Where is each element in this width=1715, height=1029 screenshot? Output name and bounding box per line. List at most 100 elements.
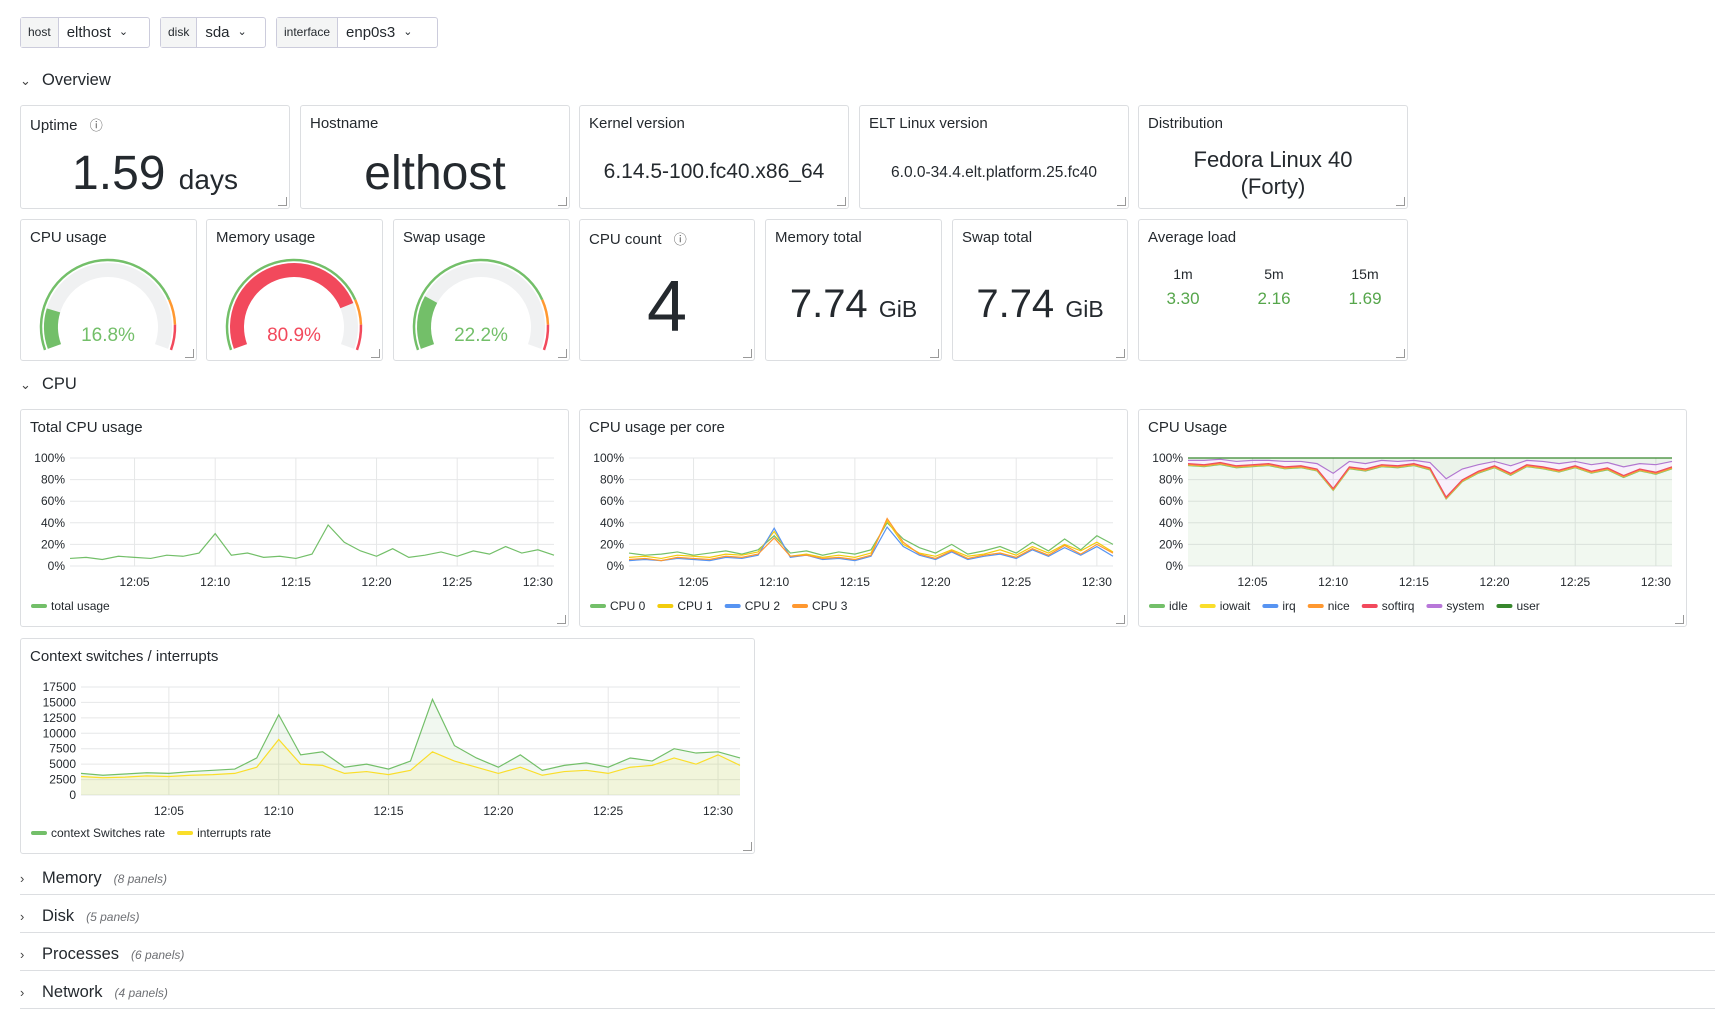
stat-value: elthost xyxy=(364,147,506,200)
title-text: Uptime xyxy=(30,117,78,134)
load-value: 2.16 xyxy=(1257,289,1291,308)
x-tick-label: 12:20 xyxy=(1480,575,1510,589)
variable-host[interactable]: host elthost ⌄ xyxy=(20,17,150,48)
x-tick-label: 12:10 xyxy=(264,804,294,818)
y-tick-label: 20% xyxy=(600,537,624,551)
row-note: (6 panels) xyxy=(131,948,185,962)
series-line xyxy=(1187,461,1673,499)
series-line xyxy=(1188,458,1673,480)
resize-handle[interactable] xyxy=(837,197,846,206)
row-header[interactable]: ⌄ CPU xyxy=(20,375,77,394)
resize-handle[interactable] xyxy=(743,349,752,358)
stat: 7.74 GiB xyxy=(766,282,941,327)
x-tick-label: 12:05 xyxy=(120,575,150,589)
stat-unit: GiB xyxy=(878,296,918,322)
dropdown-arrow: ⌄ xyxy=(237,26,247,38)
resize-handle[interactable] xyxy=(557,615,566,624)
stat: 1.59 days xyxy=(21,146,289,201)
y-tick-label: 80% xyxy=(1159,473,1183,487)
gauge-value xyxy=(417,296,438,349)
panel-title: Context switches / interrupts xyxy=(30,648,219,665)
panel-title: Total CPU usage xyxy=(30,419,143,436)
x-tick-label: 12:05 xyxy=(154,804,184,818)
info-icon[interactable]: ⓘ xyxy=(89,118,103,133)
panel: Uptime ⓘ 1.59 days xyxy=(20,105,290,209)
load-label: 15m xyxy=(1351,266,1379,282)
panel-title: Distribution xyxy=(1148,115,1224,132)
legend-label: iowait xyxy=(1220,599,1251,613)
x-tick-label: 12:30 xyxy=(1641,575,1671,589)
gauge-threshold xyxy=(225,258,357,351)
resize-handle[interactable] xyxy=(930,349,939,358)
resize-handle[interactable] xyxy=(278,197,287,206)
x-tick-label: 12:15 xyxy=(281,575,311,589)
panel: Memory total 7.74 GiB xyxy=(765,219,942,361)
x-tick-label: 12:25 xyxy=(593,804,623,818)
gauge-threshold xyxy=(412,258,544,351)
row-header[interactable]: › Network (4 panels) xyxy=(20,983,168,1002)
resize-handle[interactable] xyxy=(743,842,752,851)
panel-title: Swap usage xyxy=(403,229,486,246)
row-note: (4 panels) xyxy=(114,986,168,1000)
chevron: › xyxy=(20,947,25,962)
panel: CPU count ⓘ 4 xyxy=(579,219,755,361)
y-tick-label: 80% xyxy=(600,473,624,487)
series-line xyxy=(80,738,741,779)
stat-value: 6.0.0-34.4.elt.platform.25.fc40 xyxy=(891,164,1097,181)
row-title: Processes xyxy=(42,945,120,963)
stat-unit: days xyxy=(178,164,238,195)
resize-handle[interactable] xyxy=(1396,349,1405,358)
row-title: CPU xyxy=(42,375,77,393)
chart: 0% 20% 40% 60% 80% 100% 12:05 12:10 12:15 12:20 12… xyxy=(31,451,555,613)
info-icon[interactable]: ⓘ xyxy=(673,232,687,247)
resize-handle[interactable] xyxy=(1116,615,1125,624)
x-tick-label: 12:25 xyxy=(442,575,472,589)
variable-label: host xyxy=(21,18,59,47)
resize-handle[interactable] xyxy=(185,349,194,358)
resize-handle[interactable] xyxy=(558,197,567,206)
row-note: (5 panels) xyxy=(86,910,140,924)
legend-label: nice xyxy=(1328,599,1350,613)
row-header[interactable]: › Processes (6 panels) xyxy=(20,945,184,964)
resize-handle[interactable] xyxy=(1117,197,1126,206)
row-note: (8 panels) xyxy=(113,872,167,886)
resize-handle[interactable] xyxy=(371,349,380,358)
resize-handle[interactable] xyxy=(1116,349,1125,358)
variable-value: enp0s3 xyxy=(346,24,396,41)
legend-label: CPU 3 xyxy=(812,599,848,613)
gauge: 22.2% xyxy=(412,258,550,351)
gauge-threshold xyxy=(169,324,177,351)
y-tick-label: 5000 xyxy=(49,757,76,771)
x-tick-label: 12:25 xyxy=(1001,575,1031,589)
panel-title: CPU count ⓘ xyxy=(589,229,687,248)
chevron: › xyxy=(20,871,25,886)
dropdown-arrow: ⌄ xyxy=(118,26,129,38)
legend-label: softirq xyxy=(1382,599,1415,613)
row-separator xyxy=(20,1008,1715,1009)
stat-value: 1.59 xyxy=(72,147,166,200)
resize-handle[interactable] xyxy=(1675,615,1684,624)
x-tick-label: 12:20 xyxy=(921,575,951,589)
panel: CPU Usage 0% 20% 40% 60% 80% 100% 12:05 12:10 12:… xyxy=(1138,409,1687,627)
y-tick-label: 17500 xyxy=(43,680,77,694)
resize-handle[interactable] xyxy=(1396,197,1405,206)
load-label: 5m xyxy=(1264,266,1284,282)
series-line xyxy=(628,519,1114,560)
legend-label: irq xyxy=(1282,599,1295,613)
row-header[interactable]: › Memory (8 panels) xyxy=(20,869,167,888)
resize-handle[interactable] xyxy=(558,349,567,358)
variable-interface[interactable]: interface enp0s3 ⌄ xyxy=(276,17,438,48)
row-header[interactable]: ⌄ Overview xyxy=(20,71,111,90)
legend-label: CPU 0 xyxy=(610,599,646,613)
gauge-threshold xyxy=(542,324,550,351)
variable-label: disk xyxy=(161,18,198,47)
gauge-threshold xyxy=(39,258,171,351)
variable-disk[interactable]: disk sda ⌄ xyxy=(160,17,266,48)
chart: 0% 20% 40% 60% 80% 100% 12:05 12:10 12:15 12:20 12… xyxy=(1149,451,1673,613)
load-label: 1m xyxy=(1173,266,1193,282)
row-header[interactable]: › Disk (5 panels) xyxy=(20,907,139,926)
legend-label: CPU 2 xyxy=(745,599,781,613)
y-tick-label: 0 xyxy=(69,788,76,802)
legend-label: interrupts rate xyxy=(197,826,271,840)
